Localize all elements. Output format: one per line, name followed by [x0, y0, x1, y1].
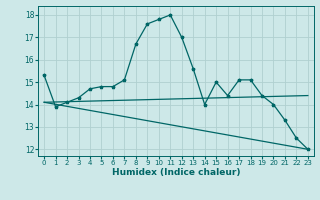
X-axis label: Humidex (Indice chaleur): Humidex (Indice chaleur): [112, 168, 240, 177]
